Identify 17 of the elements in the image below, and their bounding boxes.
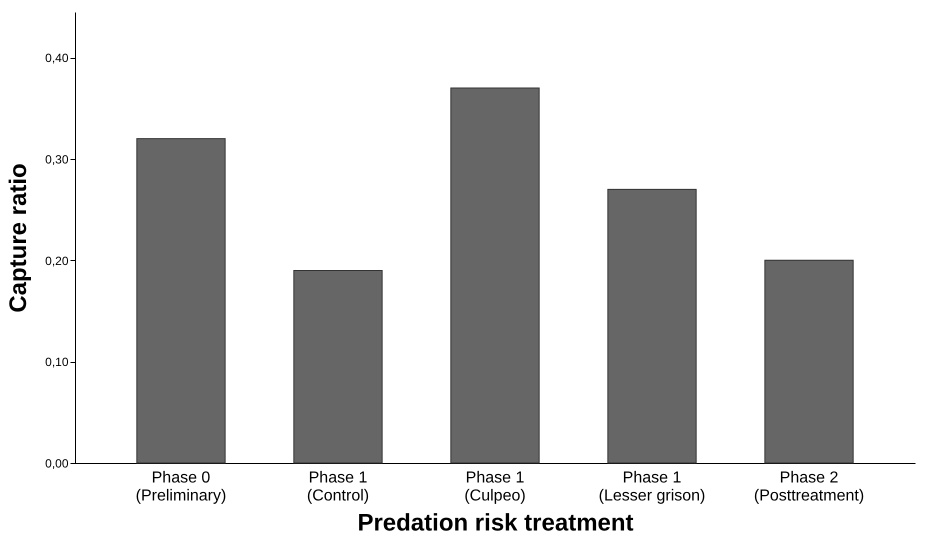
y-tick-label: 0,40: [45, 51, 69, 66]
bar: [136, 138, 226, 464]
y-axis-title: Capture ratio: [5, 163, 32, 313]
x-axis-title: Predation risk treatment: [357, 510, 634, 536]
x-tick-label: Phase 1 (Lesser grison): [598, 470, 706, 504]
bar: [293, 270, 383, 464]
x-tick-label: Phase 1 (Control): [306, 470, 370, 504]
y-tick-label: 0,20: [45, 254, 69, 268]
bar: [607, 188, 697, 464]
y-tick-label: 0,00: [45, 456, 69, 470]
y-tick-label: 0,30: [45, 152, 69, 166]
x-tick-label: Phase 1 (Culpeo): [464, 470, 526, 504]
y-tick-label: 0,10: [45, 355, 69, 370]
x-tick-label: Phase 2 (Posttreatment): [754, 470, 864, 504]
bar: [450, 88, 540, 464]
bar: [764, 260, 854, 464]
x-tick-label: Phase 0 (Preliminary): [136, 470, 226, 504]
